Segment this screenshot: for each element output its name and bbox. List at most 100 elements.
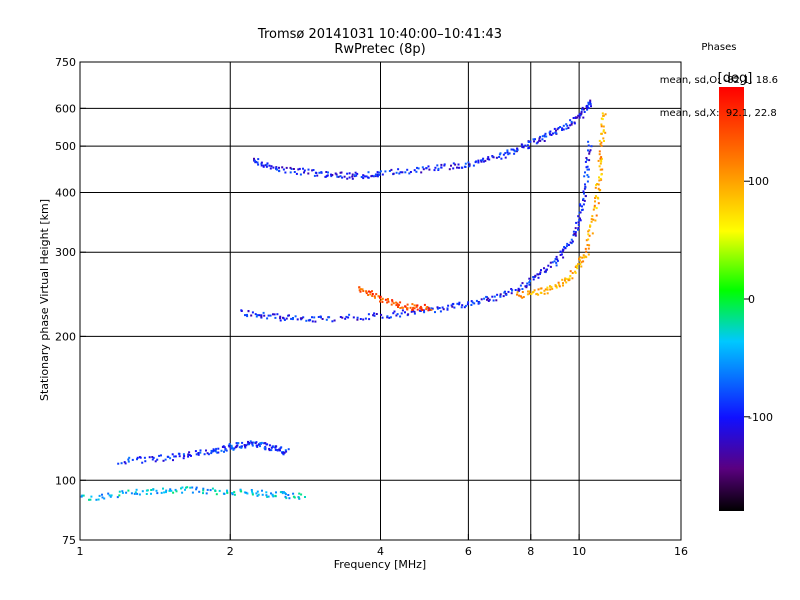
scatter-point — [500, 157, 503, 160]
scatter-point — [272, 166, 275, 169]
scatter-point — [404, 305, 407, 308]
scatter-point — [108, 494, 111, 497]
scatter-point — [188, 451, 191, 454]
scatter-point — [251, 492, 254, 495]
scatter-point — [127, 489, 130, 492]
scatter-point — [598, 139, 601, 142]
scatter-point — [556, 259, 559, 262]
scatter-point — [504, 152, 507, 155]
scatter-point — [127, 460, 130, 463]
scatter-point — [565, 281, 568, 284]
scatter-point — [534, 138, 536, 141]
scatter-point — [586, 174, 589, 177]
scatter-point — [230, 444, 233, 447]
scatter-point — [320, 171, 323, 174]
scatter-point — [392, 312, 395, 315]
scatter-point — [406, 308, 409, 311]
scatter-point — [171, 453, 174, 456]
scatter-point — [566, 124, 569, 127]
scatter-point — [502, 153, 505, 156]
scatter-point — [279, 317, 282, 320]
scatter-point — [232, 448, 235, 451]
scatter-point — [390, 303, 393, 306]
scatter-point — [602, 129, 605, 132]
scatter-point — [586, 180, 589, 183]
scatter-point — [564, 247, 567, 250]
scatter-point — [186, 486, 189, 489]
scatter-point — [413, 169, 416, 172]
scatter-point — [163, 491, 166, 494]
scatter-point — [487, 297, 490, 300]
scatter-point — [110, 494, 113, 497]
scatter-point — [195, 486, 198, 489]
scatter-point — [262, 164, 265, 167]
scatter-point — [381, 297, 384, 300]
scatter-point — [262, 165, 265, 168]
phase-stats: Phases mean, sd,O: -82.1, 18.6 mean, sd,… — [660, 20, 778, 130]
scatter-point — [397, 168, 400, 171]
scatter-point — [515, 150, 518, 153]
scatter-point — [260, 315, 263, 318]
scatter-point — [135, 488, 138, 491]
scatter-point — [448, 168, 451, 171]
scatter-point — [266, 162, 269, 165]
scatter-point — [574, 232, 577, 235]
scatter-point — [562, 248, 565, 251]
scatter-point — [361, 288, 364, 291]
scatter-point — [340, 171, 343, 174]
scatter-point — [144, 460, 147, 463]
scatter-point — [588, 150, 591, 153]
scatter-point — [276, 168, 278, 171]
scatter-point — [244, 314, 246, 317]
scatter-point — [206, 452, 209, 455]
scatter-point — [588, 152, 591, 155]
scatter-point — [467, 161, 470, 164]
scatter-point — [441, 306, 444, 309]
scatter-point — [260, 441, 263, 444]
scatter-point — [579, 263, 582, 266]
scatter-point — [437, 167, 440, 170]
scatter-point — [246, 315, 249, 318]
scatter-point — [528, 281, 531, 284]
scatter-point — [278, 166, 280, 169]
scatter-point — [593, 204, 596, 207]
scatter-point — [549, 265, 552, 268]
scatter-point — [215, 447, 218, 450]
scatter-point — [260, 164, 263, 167]
scatter-point — [309, 318, 312, 321]
scatter-point — [316, 174, 319, 177]
scatter-point — [246, 492, 249, 495]
scatter-point — [537, 288, 540, 291]
scatter-point — [268, 447, 271, 450]
scatter-point — [576, 267, 579, 270]
scatter-point — [368, 318, 371, 321]
scatter-point — [337, 175, 340, 178]
scatter-point — [406, 307, 409, 310]
scatter-point — [284, 493, 287, 496]
scatter-point — [215, 493, 218, 496]
scatter-point — [585, 250, 588, 253]
scatter-point — [335, 173, 338, 176]
scatter-point — [572, 117, 575, 119]
scatter-point — [256, 314, 259, 317]
scatter-point — [311, 169, 314, 172]
scatter-point — [121, 490, 124, 493]
scatter-point — [247, 310, 250, 313]
scatter-point — [471, 301, 474, 304]
scatter-point — [527, 290, 530, 293]
scatter-point — [411, 309, 414, 311]
scatter-point — [141, 461, 144, 464]
scatter-point — [413, 312, 416, 315]
scatter-point — [255, 160, 257, 163]
scatter-point — [583, 111, 586, 113]
scatter-point — [372, 175, 375, 178]
scatter-point — [588, 159, 591, 162]
scatter-point — [582, 260, 585, 263]
scatter-point — [583, 192, 585, 195]
scatter-point — [275, 491, 277, 494]
scatter-point — [503, 291, 506, 294]
scatter-point — [376, 173, 379, 176]
scatter-point — [584, 247, 587, 250]
scatter-point — [536, 141, 539, 144]
scatter-point — [313, 174, 316, 177]
